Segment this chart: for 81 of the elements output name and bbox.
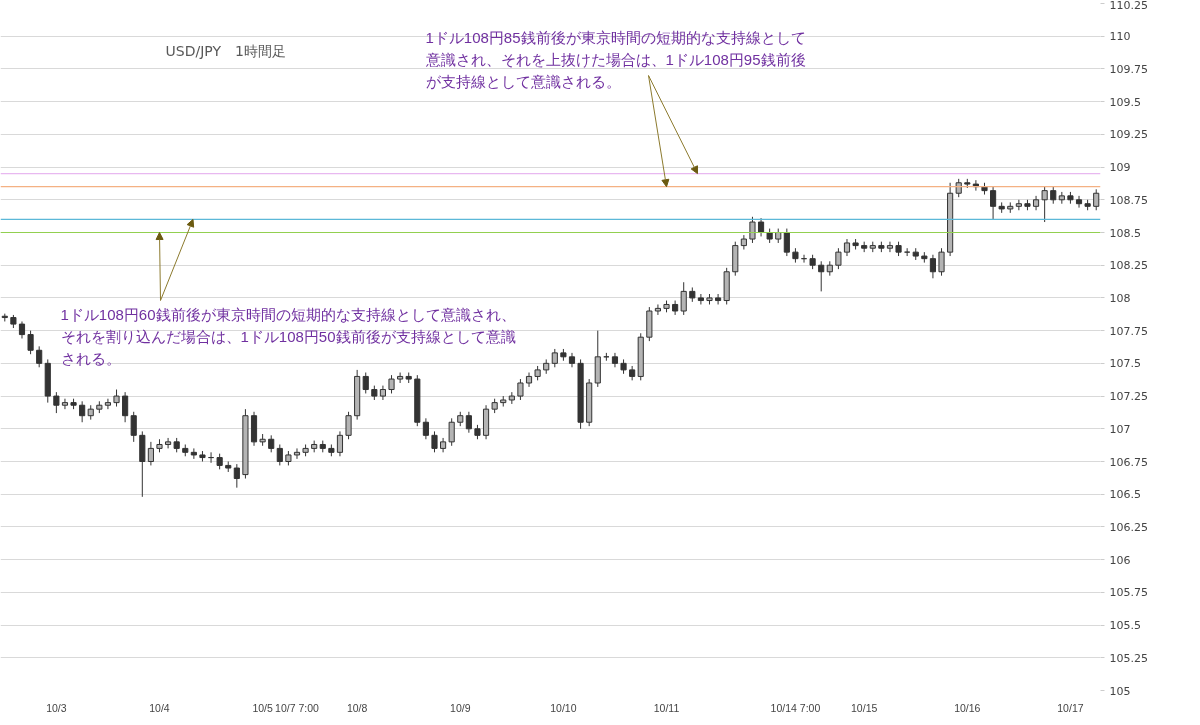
x-tick-label: 10/10: [550, 701, 577, 714]
x-tick-label: 10/16: [954, 701, 981, 714]
candlestick: [36, 345, 43, 368]
candlestick: [551, 348, 558, 368]
candlestick: [835, 247, 842, 270]
candlestick: [147, 441, 154, 466]
candlestick: [1015, 199, 1022, 211]
x-tick-label: 10/7 7:00: [275, 701, 320, 714]
candlestick: [1075, 195, 1083, 209]
candlestick: [79, 400, 86, 423]
x-tick-label: 10/17: [1057, 701, 1084, 714]
candlestick: [990, 186, 997, 220]
y-tick-label: 106.25: [1109, 520, 1148, 534]
candlestick: [104, 398, 111, 410]
y-tick-label: 106.5: [1109, 488, 1141, 502]
y-tick-label: 109: [1109, 161, 1131, 175]
y-tick-label: 107: [1109, 422, 1131, 436]
candlestick: [680, 281, 687, 316]
y-tick-label: 107.75: [1109, 324, 1148, 338]
x-tick-label: 10/8: [346, 701, 368, 714]
text: USD/JPY 1時間足: [165, 42, 286, 59]
candlestick: [465, 411, 472, 434]
candlestick: [397, 372, 404, 384]
candlestick: [336, 430, 344, 457]
y-tick-label: 108.75: [1109, 193, 1148, 207]
x-tick-label: 10/15: [851, 701, 878, 714]
candlestick: [388, 374, 395, 394]
candlestick: [190, 447, 197, 460]
x-tick-label: 10/14 7:00: [770, 701, 821, 714]
candlestick: [757, 217, 765, 237]
candlestick: [783, 228, 790, 257]
candlestick: [715, 293, 722, 305]
candlestick: [293, 447, 301, 460]
candlestick: [818, 260, 825, 292]
y-tick-label: 109.75: [1109, 62, 1148, 76]
y-tick-label: 108.25: [1109, 259, 1148, 273]
candlestick: [422, 417, 429, 440]
x-tick-label: 10/4: [149, 701, 170, 714]
x-tick-label: 10/3: [46, 701, 67, 714]
candlestick: [886, 241, 894, 253]
x-tick-label: 10/5: [252, 701, 273, 714]
y-tick-label: 108: [1109, 291, 1131, 305]
y-tick-label: 107.5: [1109, 357, 1141, 371]
candlestick: [53, 391, 60, 414]
candlestick: [276, 443, 283, 466]
y-tick-label: 110.25: [1109, 0, 1148, 12]
candlestick: [749, 216, 756, 244]
y-tick-label: 105.25: [1109, 651, 1148, 665]
candlestick: [122, 391, 129, 423]
candlestick: [929, 254, 936, 279]
candlestick: [233, 463, 240, 489]
x-tick-label: 10/9: [450, 701, 471, 714]
candlestick: [61, 398, 69, 410]
y-tick-label: 106.75: [1109, 455, 1148, 469]
y-tick-label: 105.5: [1109, 619, 1141, 633]
candlestick: [362, 372, 369, 394]
y-tick-label: 105.75: [1109, 586, 1148, 600]
candlestick: [130, 411, 137, 443]
candlestick: [904, 247, 911, 257]
annotation: 1ドル108円60銭前後が東京時間の短期的な支持線として意識され、それを割り込んだ場合は、1ドル108円50銭前後が支持線として意識される。: [60, 305, 516, 367]
candlestick: [654, 303, 661, 316]
candlestick: [1041, 186, 1048, 223]
candlestick: [345, 411, 352, 440]
candlestick: [697, 293, 704, 305]
candlestick: [165, 437, 172, 449]
x-tick-label: 10/11: [653, 701, 680, 714]
annotation: 1ドル108円85銭前後が東京時間の短期的な支持線として意識され、それを上抜けた場合は、1ドル108円95銭前後が支持線として意識される。: [424, 28, 806, 90]
candlestick: [1093, 188, 1100, 211]
candlestick: [938, 247, 945, 277]
y-tick-label: 106: [1109, 553, 1131, 567]
candlestick: [27, 330, 34, 355]
candlestick: [448, 417, 455, 447]
candlestick: [740, 234, 747, 251]
candlestick: [431, 430, 438, 453]
candlestick: [517, 378, 524, 401]
y-tick-label: 109.25: [1109, 128, 1148, 142]
y-tick-label: 107.25: [1109, 390, 1148, 404]
y-tick-label: 108.5: [1109, 226, 1141, 240]
y-tick-label: 109.5: [1109, 95, 1141, 109]
y-tick-label: 110: [1109, 30, 1131, 44]
y-tick-label: 105: [1109, 684, 1131, 698]
